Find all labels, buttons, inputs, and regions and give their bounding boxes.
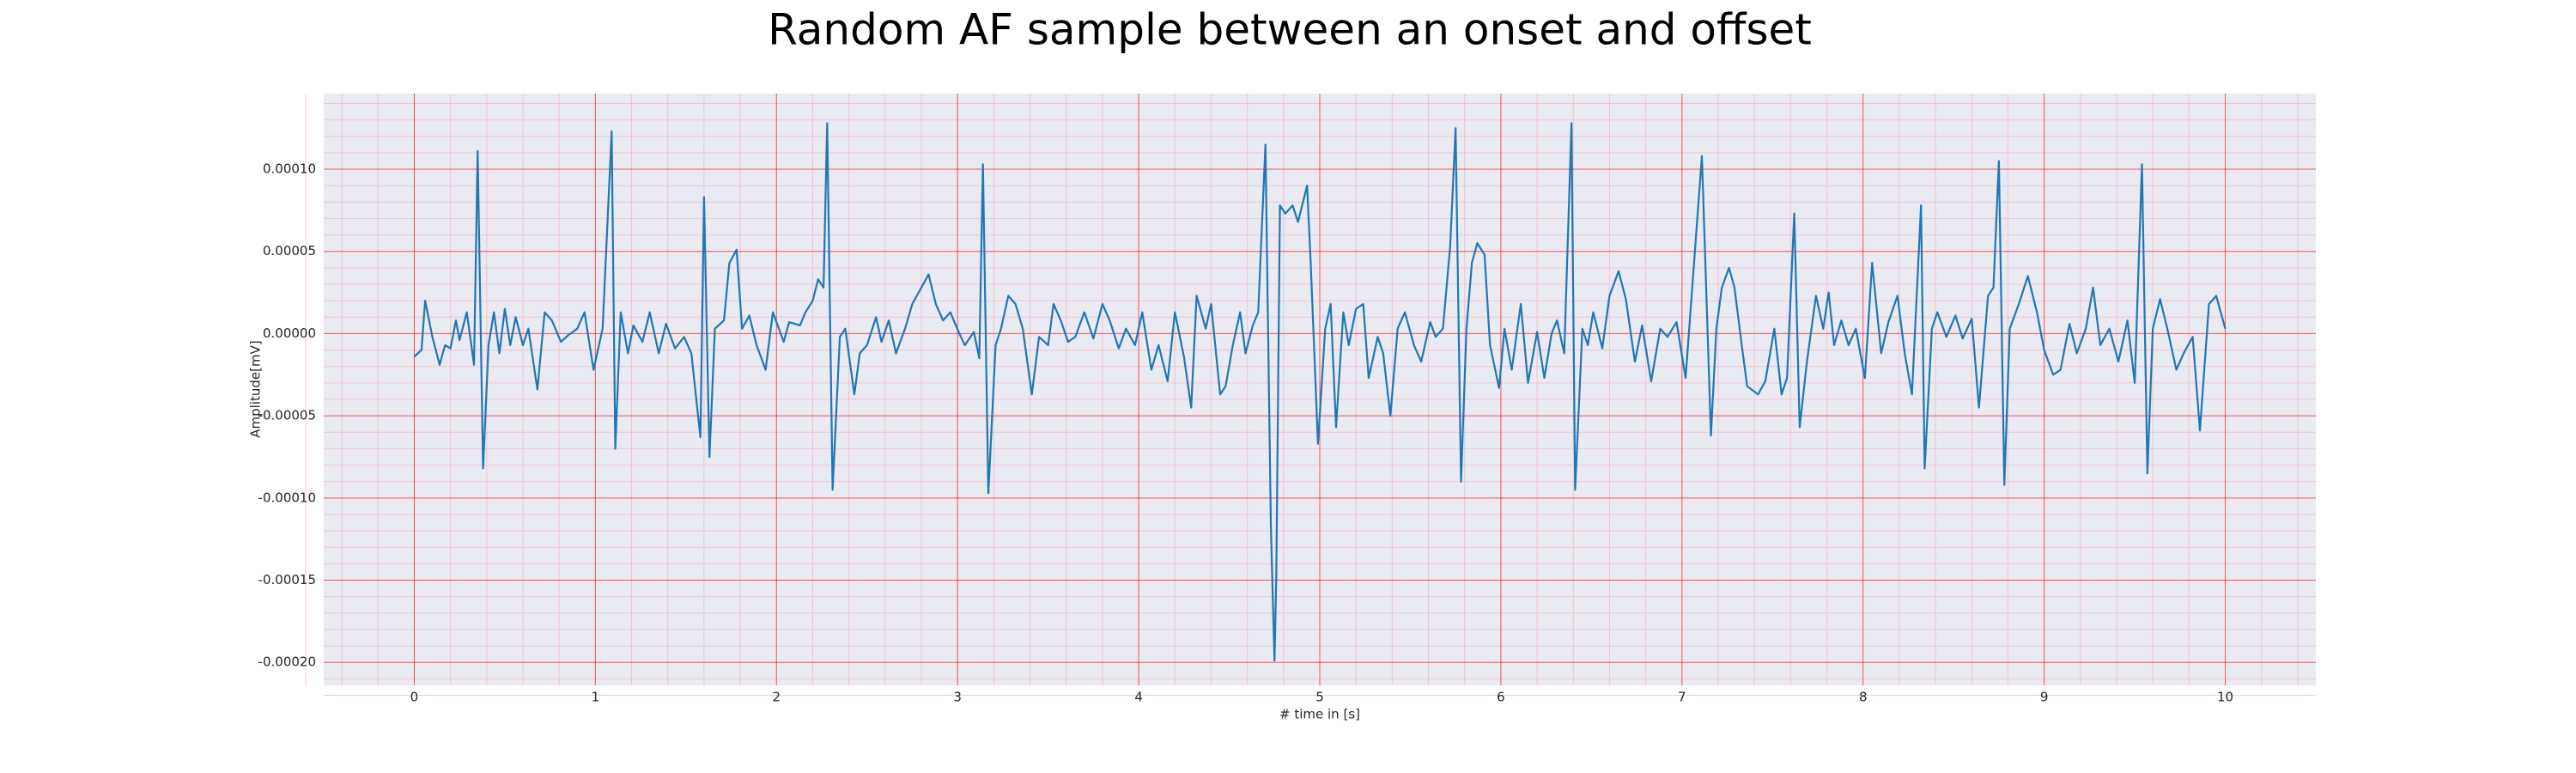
signal-line [413, 122, 2227, 662]
x-tick-label: 4 [1134, 690, 1143, 705]
chart-title: Random AF sample between an onset and of… [768, 5, 1812, 55]
x-tick-label: 5 [1315, 690, 1324, 705]
y-tick-label: 0.00005 [263, 243, 316, 259]
x-tick-label: 6 [1497, 690, 1505, 705]
y-axis-label: Amplitude[mV] [248, 340, 264, 437]
x-tick-label: 9 [2040, 690, 2049, 705]
y-tick-label: -0.00005 [258, 408, 316, 423]
x-tick-label: 1 [592, 690, 600, 705]
x-tick-label: 2 [772, 690, 781, 705]
x-tick-label: 8 [1859, 690, 1868, 705]
y-tick-label: -0.00020 [258, 654, 316, 670]
y-tick-label: 0.00000 [263, 326, 316, 341]
y-tick-label: -0.00015 [258, 572, 316, 587]
y-tick-label: -0.00010 [258, 490, 316, 505]
x-tick-label: 3 [953, 690, 962, 705]
x-tick-label: 0 [410, 690, 419, 705]
x-axis-label: # time in [s] [1279, 707, 1360, 722]
grid [305, 94, 2316, 696]
x-tick-label: 7 [1678, 690, 1686, 705]
y-tick-label: 0.00010 [263, 161, 316, 177]
x-tick-label: 10 [2217, 690, 2233, 705]
